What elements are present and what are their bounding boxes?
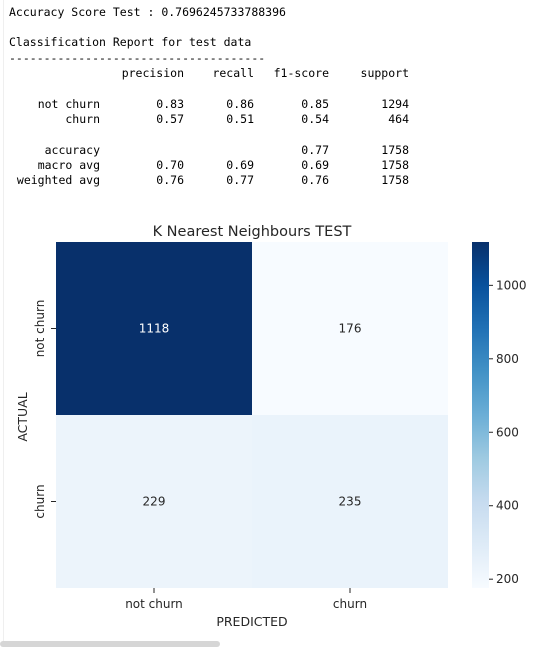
x-tick-label: not churn xyxy=(125,597,183,611)
y-tick-label: not churn xyxy=(33,300,47,358)
heatmap-cell xyxy=(56,415,252,588)
report-cell: 0.54 xyxy=(301,112,329,126)
y-axis-label: ACTUAL xyxy=(15,392,30,441)
report-cell: 0.69 xyxy=(301,158,329,172)
colorbar-tick-label: 1000 xyxy=(496,278,527,292)
report-row-label: churn xyxy=(65,112,100,126)
x-axis-label: PREDICTED xyxy=(216,614,287,629)
colorbar-tick-label: 600 xyxy=(496,425,519,439)
colorbar-tick-label: 400 xyxy=(496,499,519,513)
heatmap-cell-value: 235 xyxy=(339,495,362,509)
heatmap-cell xyxy=(252,242,448,415)
report-cell: 0.77 xyxy=(226,173,254,187)
notebook-output: Accuracy Score Test : 0.7696245733788396… xyxy=(9,5,286,66)
heatmap-cell xyxy=(252,415,448,588)
horizontal-scrollbar[interactable] xyxy=(0,641,220,647)
accuracy-line: Accuracy Score Test : 0.7696245733788396 xyxy=(9,5,286,19)
report-cell: 0.70 xyxy=(156,158,184,172)
confusion-matrix-heatmap: K Nearest Neighbours TEST 1118 176 229 235 n… xyxy=(15,224,527,629)
report-cell: 0.76 xyxy=(156,173,184,187)
colorbar-tick-label: 200 xyxy=(496,572,519,586)
report-cell: 1758 xyxy=(381,158,409,172)
report-cell: 1758 xyxy=(381,143,409,157)
heatmap-cell-value: 229 xyxy=(143,495,166,509)
report-column-header: f1-score xyxy=(273,66,329,80)
report-column-header: precision xyxy=(121,66,184,80)
report-cell: 464 xyxy=(388,112,409,126)
report-divider: ------------------------------------- xyxy=(9,50,266,65)
classification-report: precision recall f1-score support not churn 0… xyxy=(9,66,429,196)
report-column-header: recall xyxy=(212,66,254,80)
report-column-header: support xyxy=(360,66,409,80)
report-cell: 0.69 xyxy=(226,158,254,172)
report-cell: 0.76 xyxy=(301,173,329,187)
report-row-label: weighted avg xyxy=(16,173,100,187)
report-cell: 1758 xyxy=(381,173,409,187)
colorbar-gradient xyxy=(472,242,489,588)
y-tick-label: churn xyxy=(33,484,47,518)
x-tick-label: churn xyxy=(333,597,367,611)
report-cell: 1294 xyxy=(381,97,409,111)
report-row-label: macro avg xyxy=(37,158,100,172)
report-cell: 0.83 xyxy=(156,97,184,111)
confusion-matrix-figure: K Nearest Neighbours TEST 1118 176 229 235 n… xyxy=(0,215,554,640)
heatmap-cell-value: 1118 xyxy=(139,322,170,336)
chart-title: K Nearest Neighbours TEST xyxy=(153,224,352,240)
report-cell: 0.51 xyxy=(226,112,254,126)
heatmap-cell xyxy=(56,242,252,415)
report-cell: 0.85 xyxy=(301,97,329,111)
colorbar-tick-label: 800 xyxy=(496,352,519,366)
cell-output-gutter xyxy=(3,0,4,647)
heatmap-cell-value: 176 xyxy=(339,322,362,336)
report-cell: 0.57 xyxy=(156,112,184,126)
report-row-label: accuracy xyxy=(44,143,100,157)
report-title: Classification Report for test data xyxy=(9,35,252,50)
report-row-label: not churn xyxy=(37,97,100,111)
report-cell: 0.77 xyxy=(301,143,329,157)
report-cell: 0.86 xyxy=(226,97,254,111)
